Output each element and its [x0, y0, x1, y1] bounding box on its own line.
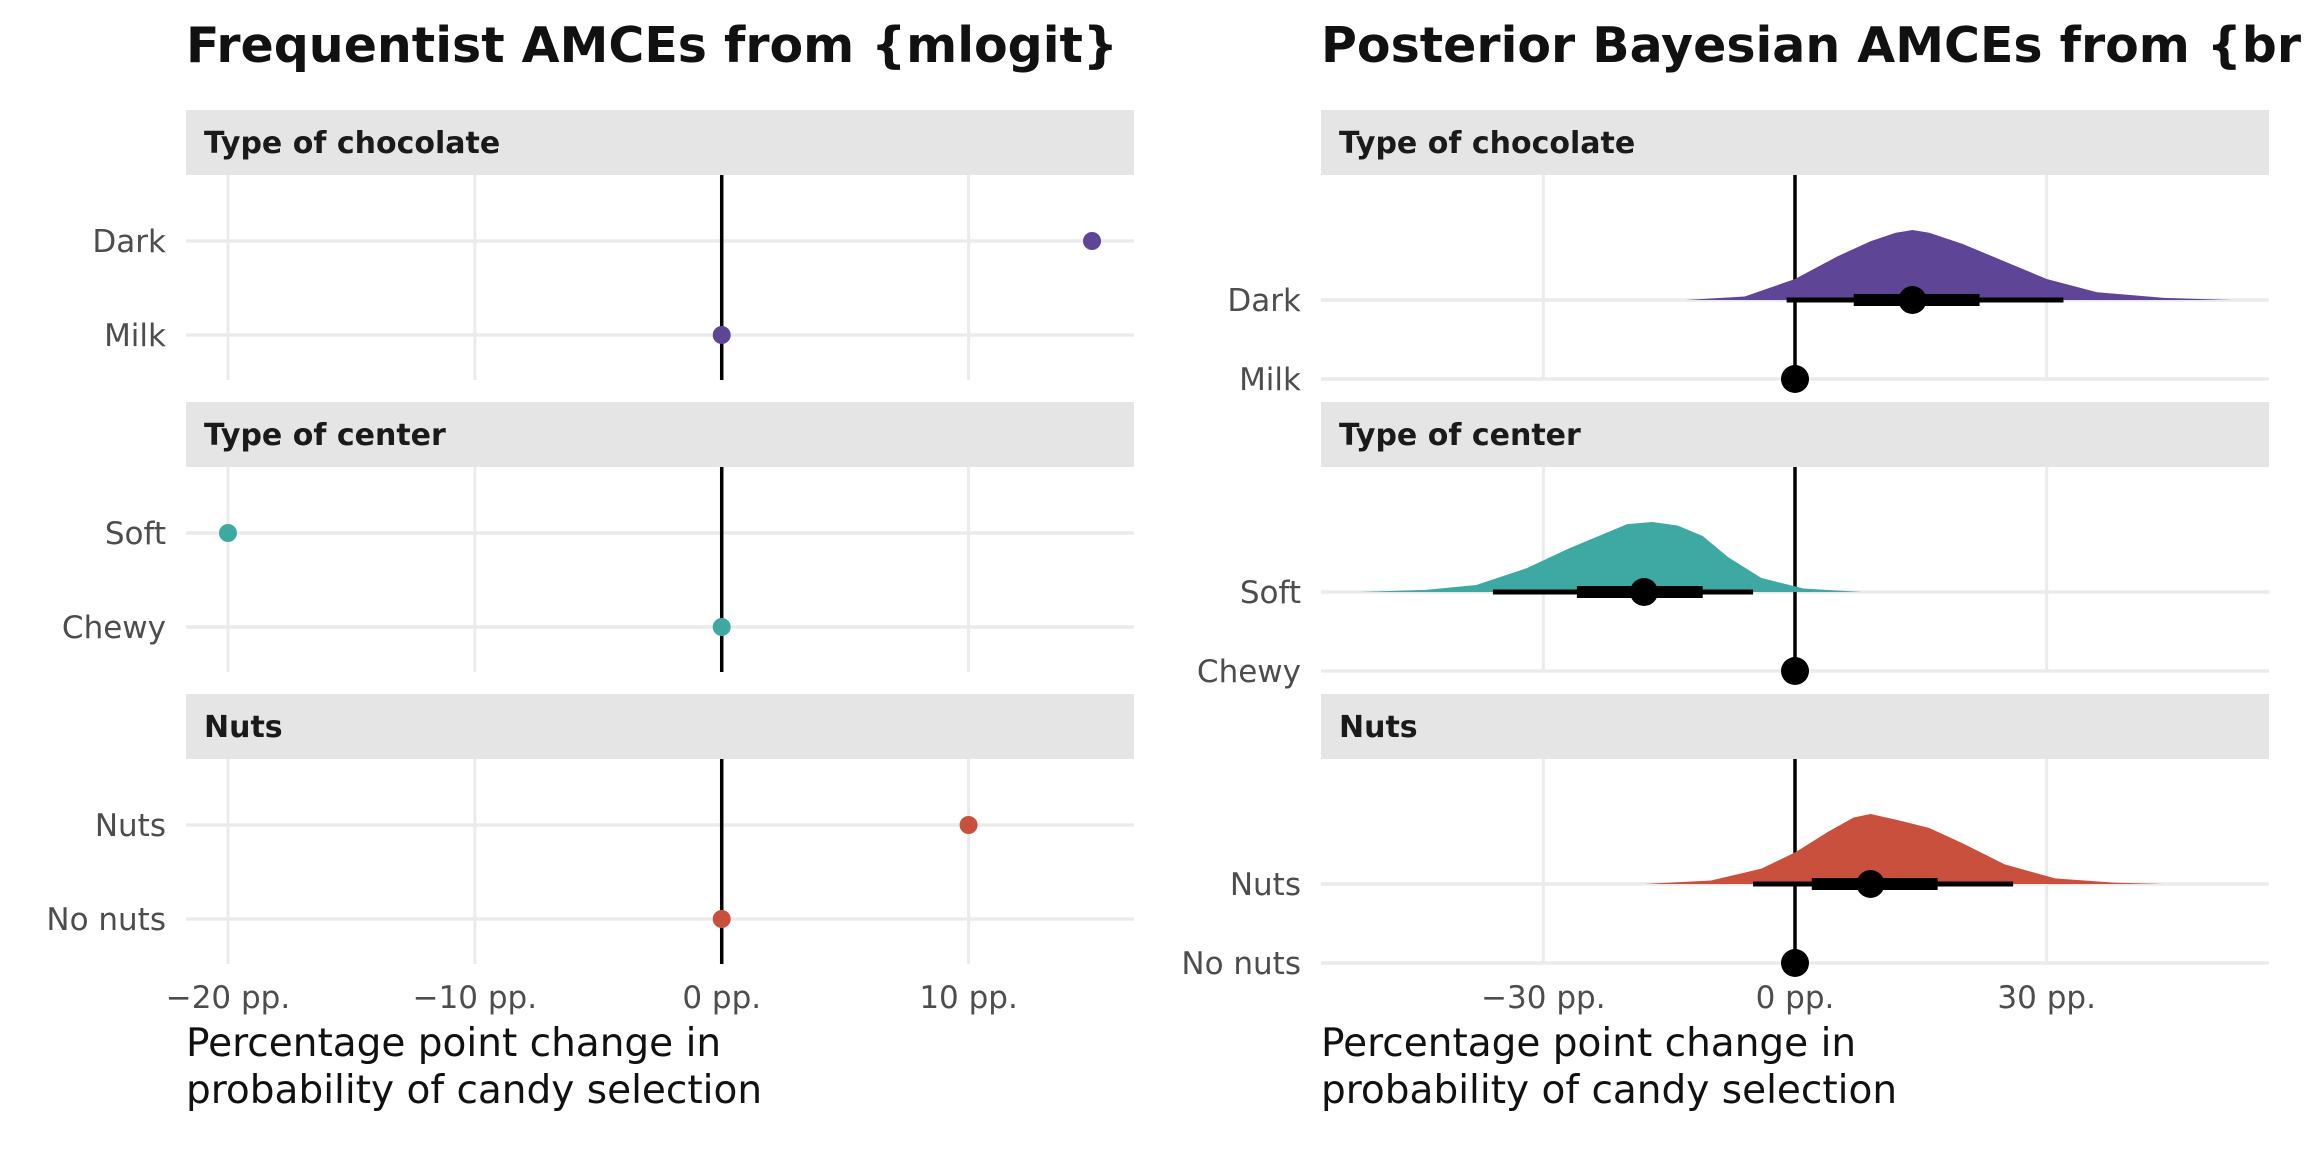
x-axis-title: Percentage point change in — [1321, 1021, 1856, 1066]
posterior-density — [1643, 814, 2165, 884]
facet-panel: Type of chocolate Dark Milk — [1227, 110, 2269, 398]
posterior-median-point — [1856, 870, 1885, 898]
bayesian-amce-chart: Posterior Bayesian AMCEs from {brms} Type… — [1181, 17, 2304, 1113]
x-tick-label: 10 pp. — [919, 980, 1018, 1016]
facet-strip-label: Nuts — [204, 710, 283, 745]
category-label: Soft — [1240, 575, 1301, 611]
facet-panel: Nuts Nuts No nuts — [46, 694, 1134, 964]
x-tick-label: 0 pp. — [682, 980, 761, 1016]
facet-strip — [186, 402, 1134, 467]
facet-strip-label: Type of center — [1339, 418, 1581, 453]
facet-strip — [186, 694, 1134, 759]
facet-strip-label: Type of chocolate — [204, 126, 500, 161]
posterior-density — [1358, 522, 1863, 592]
facet-panel: Type of center Soft Chewy — [62, 402, 1134, 672]
category-label: Soft — [105, 516, 166, 552]
facet-strip-label: Type of center — [204, 418, 446, 453]
x-tick-label: −10 pp. — [413, 980, 537, 1016]
facet-strip-label: Type of chocolate — [1339, 126, 1635, 161]
estimate-point — [959, 816, 978, 834]
estimate-point — [712, 910, 731, 928]
posterior-median-point — [1629, 578, 1658, 606]
x-tick-label: 0 pp. — [1756, 980, 1835, 1016]
x-tick-label: −20 pp. — [166, 980, 290, 1016]
frequentist-amce-chart: Frequentist AMCEs from {mlogit} Type of c… — [46, 17, 1134, 1113]
category-label: Nuts — [1230, 867, 1301, 903]
x-tick-label: −30 pp. — [1481, 980, 1605, 1016]
facet-strip — [1321, 402, 2269, 467]
category-label: No nuts — [1181, 946, 1301, 982]
x-axis-title: Percentage point change in — [186, 1021, 721, 1066]
facet-panel: Type of center Soft Chewy — [1197, 402, 2269, 690]
category-label: Milk — [1239, 362, 1301, 398]
estimate-point — [1083, 232, 1102, 250]
category-label: Milk — [104, 318, 166, 354]
x-axis-title: probability of candy selection — [186, 1068, 762, 1113]
category-label: Chewy — [62, 610, 166, 646]
posterior-density — [1685, 230, 2232, 300]
posterior-median-point — [1898, 286, 1927, 314]
x-axis-title: probability of candy selection — [1321, 1068, 1897, 1113]
posterior-median-point — [1781, 949, 1809, 977]
estimate-point — [712, 618, 731, 636]
facet-strip — [186, 110, 1134, 175]
facet-panel: Type of chocolate Dark Milk — [92, 110, 1134, 380]
x-tick-label: 30 pp. — [1997, 980, 2096, 1016]
chart-title: Frequentist AMCEs from {mlogit} — [186, 17, 1118, 74]
chart-title: Posterior Bayesian AMCEs from {brms} — [1321, 17, 2304, 74]
category-label: Chewy — [1197, 654, 1301, 690]
facet-strip — [1321, 110, 2269, 175]
facet-strip-label: Nuts — [1339, 710, 1418, 745]
posterior-median-point — [1781, 365, 1809, 393]
category-label: Dark — [92, 224, 166, 260]
category-label: Nuts — [95, 808, 166, 844]
estimate-point — [712, 326, 731, 344]
posterior-median-point — [1781, 657, 1809, 685]
estimate-point — [218, 524, 237, 542]
category-label: Dark — [1227, 283, 1301, 319]
category-label: No nuts — [46, 902, 166, 938]
facet-panel: Nuts Nuts No nuts — [1181, 694, 2269, 982]
facet-strip — [1321, 694, 2269, 759]
